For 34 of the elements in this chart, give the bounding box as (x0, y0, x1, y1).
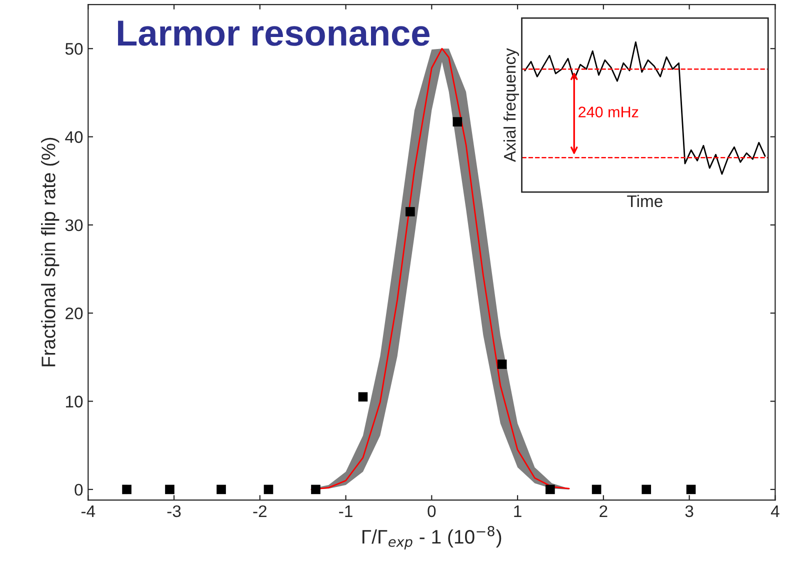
x-tick-label: 3 (685, 505, 694, 518)
point (497, 360, 507, 369)
y-tick-label: 30 (65, 219, 83, 232)
y-tick-label: 50 (65, 43, 83, 55)
point (216, 484, 226, 494)
point (686, 484, 696, 494)
point (122, 484, 132, 494)
y-tick-label: 10 (66, 396, 83, 408)
x-axis-title: Γ/Γ$_{exp}$ - 1 (10$^{−8}$) (362, 526, 502, 550)
y-tick-label: 40 (65, 131, 83, 143)
point (406, 207, 415, 216)
point (546, 484, 555, 494)
point (358, 392, 368, 402)
point (642, 484, 652, 494)
point (592, 484, 602, 494)
chart-title: Larmor resonance (118, 20, 430, 46)
x-axis-title: Time (627, 194, 662, 208)
x-tick-label: -3 (167, 505, 181, 518)
x-tick-label: -1 (339, 506, 352, 517)
annotation: 240 mHz (578, 106, 638, 118)
x-tick-label: -4 (81, 506, 96, 517)
y-axis-title: Axial frequency (503, 48, 520, 162)
x-tick-label: 1 (514, 506, 522, 517)
point (264, 484, 274, 494)
x-tick-label: 4 (770, 506, 780, 517)
x-tick-label: 2 (600, 505, 608, 517)
x-tick-label: -2 (253, 505, 266, 517)
y-tick-label: 0 (74, 484, 83, 496)
point (452, 117, 462, 126)
point (311, 484, 320, 494)
y-tick-label: 20 (66, 308, 83, 320)
point (165, 484, 174, 494)
x-tick-label: 0 (428, 505, 436, 518)
y-axis-title: Fractional spin flip rate (%) (41, 138, 60, 366)
